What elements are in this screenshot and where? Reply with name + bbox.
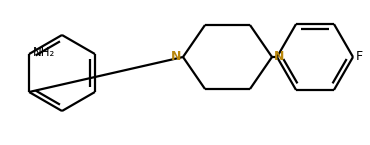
Text: N: N: [274, 50, 285, 64]
Text: N: N: [171, 50, 181, 64]
Text: NH₂: NH₂: [33, 46, 56, 58]
Text: F: F: [356, 50, 363, 64]
